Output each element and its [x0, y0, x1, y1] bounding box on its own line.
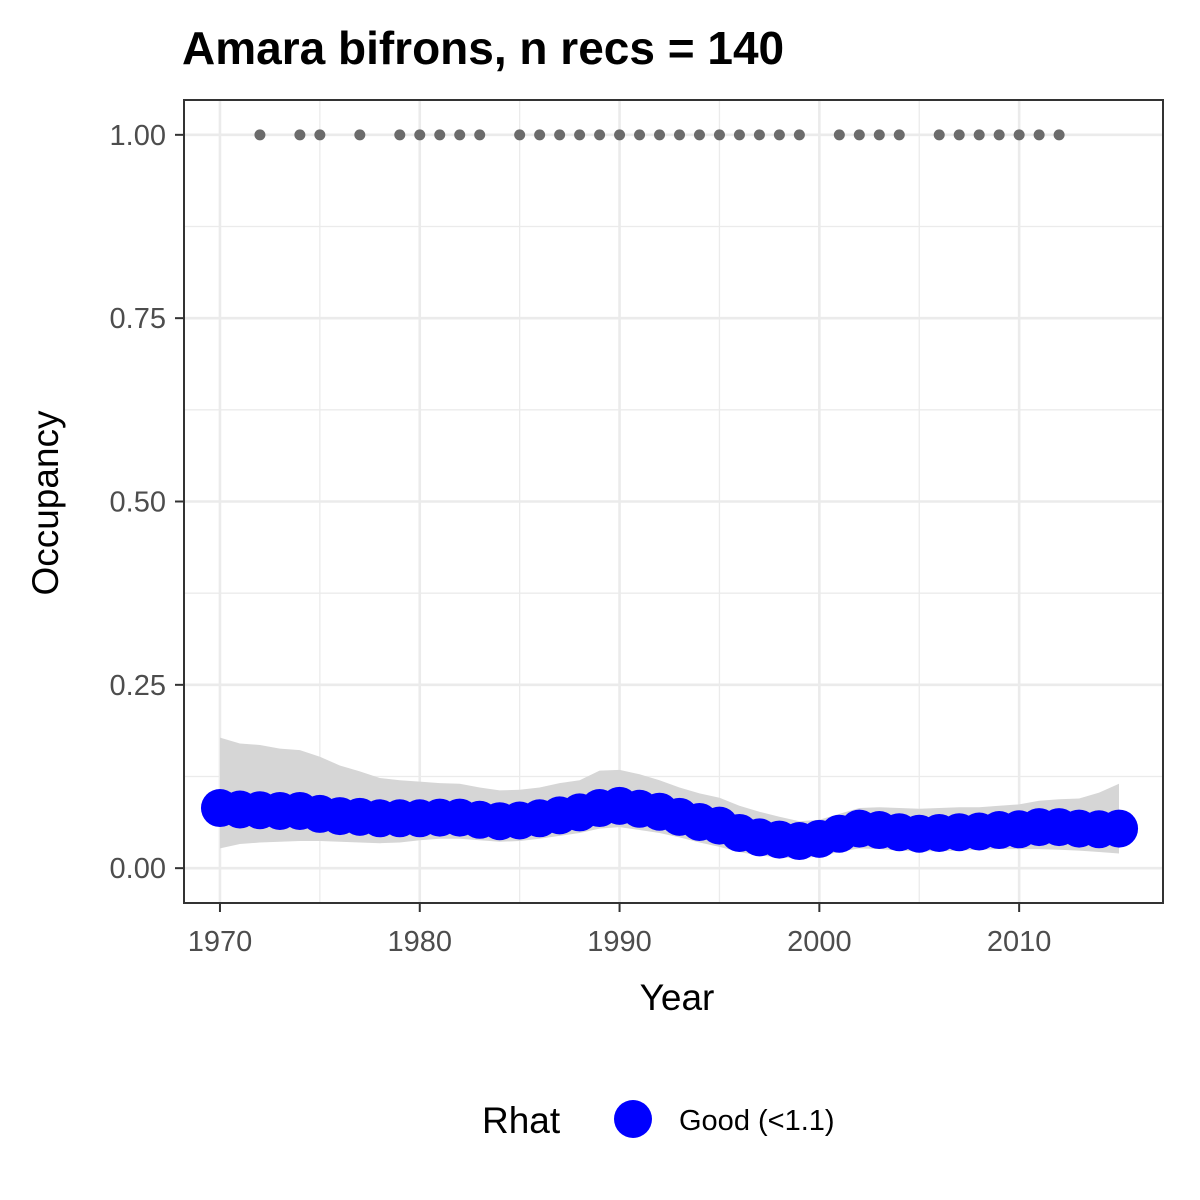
legend-swatch-good — [614, 1100, 652, 1138]
x-axis: 1970 1980 1990 2000 2010 — [188, 903, 1052, 958]
record-point — [733, 129, 745, 141]
record-point — [434, 129, 446, 141]
x-axis-title: Year — [640, 977, 715, 1018]
record-point — [833, 129, 845, 141]
x-tick-label: 2010 — [987, 926, 1052, 958]
record-point — [973, 129, 985, 141]
legend-label-good: Good (<1.1) — [679, 1105, 835, 1137]
record-point — [534, 129, 546, 141]
record-point — [454, 129, 466, 141]
record-point — [354, 129, 366, 141]
record-point — [673, 129, 685, 141]
y-tick-label: 1.00 — [110, 120, 166, 152]
record-point — [574, 129, 586, 141]
record-point — [1033, 129, 1045, 141]
legend: Rhat Good (<1.1) — [482, 1100, 835, 1141]
record-points-layer — [254, 129, 1065, 141]
x-tick-label: 1970 — [188, 926, 253, 958]
chart-title: Amara bifrons, n recs = 140 — [182, 22, 784, 74]
occupancy-point — [1100, 809, 1139, 848]
record-point — [314, 129, 326, 141]
record-point — [634, 129, 646, 141]
record-point — [873, 129, 885, 141]
record-point — [793, 129, 805, 141]
y-tick-label: 0.50 — [110, 487, 166, 519]
x-tick-label: 2000 — [787, 926, 852, 958]
record-point — [414, 129, 426, 141]
legend-title: Rhat — [482, 1100, 561, 1141]
x-tick-label: 1990 — [587, 926, 652, 958]
record-point — [773, 129, 785, 141]
record-point — [614, 129, 626, 141]
record-point — [654, 129, 666, 141]
record-point — [394, 129, 406, 141]
x-tick-label: 1980 — [388, 926, 453, 958]
record-point — [514, 129, 526, 141]
record-point — [254, 129, 266, 141]
record-point — [1013, 129, 1025, 141]
record-point — [594, 129, 606, 141]
y-tick-label: 0.00 — [110, 853, 166, 885]
record-point — [993, 129, 1005, 141]
record-point — [554, 129, 566, 141]
record-point — [693, 129, 705, 141]
record-point — [294, 129, 306, 141]
y-tick-label: 0.75 — [110, 303, 166, 335]
y-axis-title: Occupancy — [25, 410, 66, 596]
record-point — [853, 129, 865, 141]
record-point — [753, 129, 765, 141]
y-axis: 0.00 0.25 0.50 0.75 1.00 — [110, 120, 184, 885]
y-tick-label: 0.25 — [110, 670, 166, 702]
occupancy-points-layer — [200, 786, 1139, 861]
record-point — [893, 129, 905, 141]
record-point — [474, 129, 486, 141]
record-point — [953, 129, 965, 141]
record-point — [1053, 129, 1065, 141]
record-point — [933, 129, 945, 141]
record-point — [713, 129, 725, 141]
